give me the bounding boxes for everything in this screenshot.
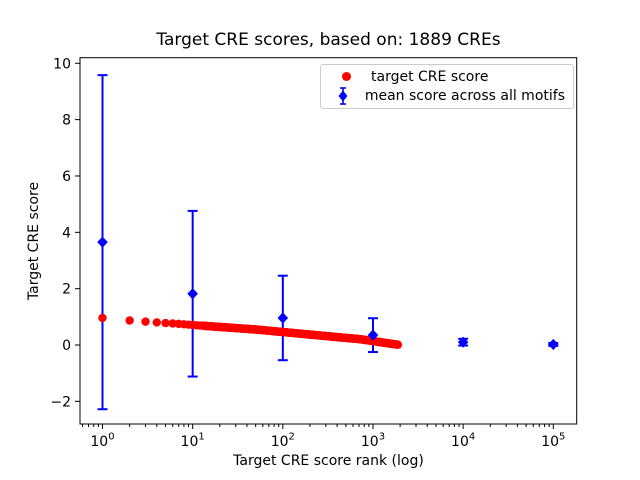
legend-label: mean score across all motifs (364, 88, 565, 104)
errorbar-series (97, 74, 559, 411)
red-circle-marker-icon (329, 72, 363, 81)
mean-score-series (97, 236, 559, 351)
data-point-target (98, 313, 107, 323)
tick-labels: −2 0 2 4 6 8 10 100 101 102 103 104 105 (50, 56, 565, 450)
y-tick-label: 8 (62, 113, 71, 129)
chart-title: Target CRE scores, based on: 1889 CREs (156, 30, 501, 50)
data-point-target (168, 319, 177, 328)
x-tick-label: 100 (90, 432, 114, 451)
y-tick-label: 10 (53, 56, 71, 72)
plot-border (79, 57, 578, 425)
data-point-mean (97, 236, 108, 248)
legend-entry-target-score: target CRE score (329, 67, 565, 86)
data-point-mean (277, 312, 289, 324)
x-tick-label: 105 (541, 432, 565, 451)
x-axis-label: Target CRE score rank (log) (233, 453, 424, 469)
data-point-mean (457, 336, 469, 348)
data-point-target (125, 316, 134, 325)
y-tick-label: 0 (62, 338, 71, 354)
x-tick-label: 103 (361, 432, 385, 451)
data-point-mean (367, 329, 379, 341)
y-tick-label: 6 (62, 169, 71, 185)
data-point-target (161, 318, 170, 328)
data-point-target (141, 317, 150, 326)
legend: target CRE score mean score across all m… (320, 64, 574, 109)
data-point-mean (548, 338, 559, 351)
data-point-mean (187, 288, 198, 300)
axis-ticks (75, 62, 554, 429)
blue-diamond-errorbar-icon (329, 86, 357, 106)
target-score-series (98, 313, 403, 349)
legend-entry-mean-score: mean score across all motifs (329, 86, 565, 106)
data-point-target (152, 318, 161, 327)
data-point-target (393, 340, 403, 349)
y-tick-label: 2 (62, 282, 71, 298)
x-tick-label: 104 (451, 432, 475, 451)
y-tick-label: −2 (50, 394, 71, 410)
y-tick-label: 4 (62, 225, 71, 241)
x-tick-label: 101 (181, 432, 205, 451)
legend-label: target CRE score (371, 68, 489, 85)
x-tick-label: 102 (271, 432, 295, 451)
